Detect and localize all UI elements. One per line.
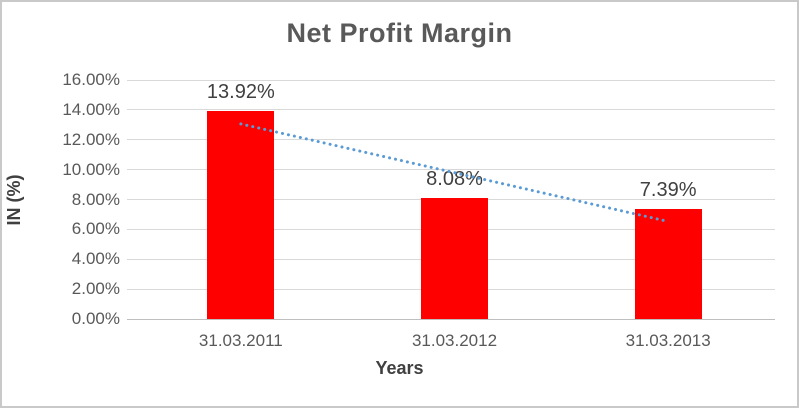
gridline [127, 79, 775, 81]
y-axis-tick-label: 10.00% [62, 159, 120, 179]
y-axis-tick-label: 14.00% [62, 99, 120, 119]
x-axis-tick-label: 31.03.2012 [411, 331, 498, 350]
y-axis-tick-label: 4.00% [71, 249, 120, 269]
y-axis-tick-label: 8.00% [71, 189, 120, 209]
data-label: 7.39% [639, 178, 697, 201]
gridline [127, 109, 775, 111]
x-axis-tick-label: 31.03.2013 [625, 331, 711, 350]
data-label: 8.08% [426, 168, 483, 191]
plot-area: 13.92% 8.08% 7.39% [127, 79, 775, 320]
bar-31.03.2013 [634, 208, 702, 319]
y-axis-tick-label: 16.00% [62, 70, 120, 89]
chart-title: Net Profit Margin [286, 18, 513, 48]
y-axis-title: IN (%) [4, 174, 24, 226]
x-axis-title: Years [375, 358, 424, 378]
x-axis-tick-label: 31.03.2011 [198, 331, 283, 350]
data-label: 13.92% [206, 81, 275, 104]
bar-31.03.2012 [421, 198, 488, 319]
bar-31.03.2011 [207, 111, 275, 319]
y-axis-tick-label: 12.00% [62, 129, 120, 149]
y-axis-tick-label: 6.00% [71, 219, 120, 239]
x-axis-line [127, 318, 775, 320]
y-axis-tick-label: 0.00% [71, 309, 120, 328]
y-axis-tick-label: 2.00% [71, 279, 120, 299]
